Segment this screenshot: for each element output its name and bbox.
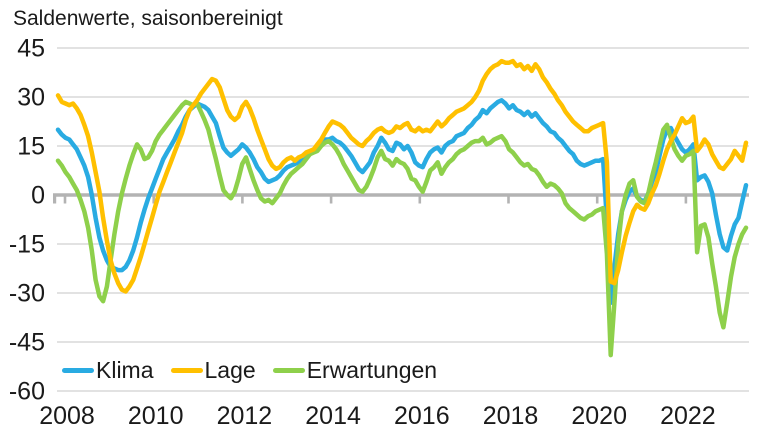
y-axis-label--15: -15 [9,231,45,259]
x-axis-label-2020: 2020 [571,402,627,430]
legend-item-klima: Klima [62,356,154,384]
x-axis-label-2010: 2010 [128,402,184,430]
klima-line-swatch [62,367,94,373]
y-axis-label-0: 0 [31,182,45,210]
legend-label-erwartungen: Erwartungen [306,357,438,383]
x-axis-label-2022: 2022 [660,402,716,430]
y-axis-label--60: -60 [9,378,45,406]
x-axis-label-2018: 2018 [483,402,539,430]
series-line-lage [55,58,749,294]
y-axis-label--30: -30 [9,280,45,308]
y-axis-label-30: 30 [17,84,45,112]
y-axis-label-15: 15 [17,133,45,161]
legend-label-lage: Lage [204,357,256,383]
x-axis-label-2016: 2016 [394,402,450,430]
x-axis-label-2014: 2014 [305,402,361,430]
chart-title: Saldenwerte, saisonbereinigt [13,7,283,30]
legend-label-klima: Klima [96,357,154,383]
erwartungen-line-swatch [272,367,305,373]
lage-line-swatch [170,367,203,373]
series-line-klima [55,98,749,306]
chart-legend: Klima Lage Erwartungen [62,356,454,384]
legend-item-erwartungen: Erwartungen [272,356,438,384]
series-line-erwartungen [55,99,749,358]
y-axis-label-45: 45 [17,35,45,63]
x-axis-label-2008: 2008 [39,402,95,430]
legend-item-lage: Lage [170,356,256,384]
y-axis-label--45: -45 [9,329,45,357]
x-axis-label-2012: 2012 [217,402,273,430]
